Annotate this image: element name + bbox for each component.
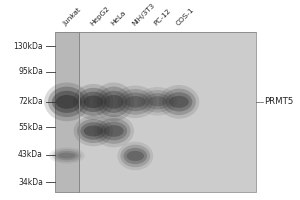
Ellipse shape — [144, 93, 170, 109]
Ellipse shape — [118, 89, 153, 115]
Ellipse shape — [114, 86, 157, 118]
Ellipse shape — [80, 122, 106, 140]
Ellipse shape — [80, 92, 107, 112]
Ellipse shape — [117, 142, 153, 170]
Ellipse shape — [93, 82, 134, 121]
Ellipse shape — [56, 95, 78, 109]
Text: 55kDa: 55kDa — [18, 123, 43, 132]
Ellipse shape — [76, 88, 110, 116]
Ellipse shape — [83, 95, 103, 108]
Ellipse shape — [120, 145, 150, 167]
Text: HeLa: HeLa — [110, 10, 127, 27]
Text: 72kDa: 72kDa — [18, 97, 43, 106]
Ellipse shape — [74, 116, 113, 146]
Ellipse shape — [48, 87, 86, 117]
Text: 130kDa: 130kDa — [13, 42, 43, 51]
Ellipse shape — [49, 147, 85, 164]
Ellipse shape — [52, 149, 82, 162]
Text: 34kDa: 34kDa — [18, 178, 43, 187]
Ellipse shape — [77, 119, 110, 143]
Ellipse shape — [100, 91, 127, 113]
Text: 43kDa: 43kDa — [18, 150, 43, 159]
Text: Junkat: Junkat — [63, 7, 83, 27]
Ellipse shape — [73, 84, 114, 120]
Ellipse shape — [141, 90, 174, 113]
Ellipse shape — [169, 96, 189, 108]
Ellipse shape — [97, 87, 130, 117]
Text: COS-1: COS-1 — [175, 7, 195, 27]
Text: PRMT5: PRMT5 — [264, 97, 294, 106]
Ellipse shape — [97, 118, 130, 144]
Ellipse shape — [127, 151, 144, 161]
Ellipse shape — [166, 92, 192, 111]
Ellipse shape — [148, 96, 167, 106]
Text: NIH/3T3: NIH/3T3 — [131, 2, 156, 27]
Ellipse shape — [44, 82, 89, 121]
Ellipse shape — [124, 148, 147, 164]
Ellipse shape — [104, 125, 124, 137]
Text: HepG2: HepG2 — [89, 5, 111, 27]
Text: 95kDa: 95kDa — [18, 67, 43, 76]
Ellipse shape — [55, 151, 79, 160]
Ellipse shape — [121, 93, 149, 111]
Bar — [55, 32, 80, 192]
Ellipse shape — [52, 91, 82, 113]
Text: PC-12: PC-12 — [153, 8, 172, 27]
Ellipse shape — [159, 85, 199, 119]
Bar — [55, 32, 256, 192]
Ellipse shape — [58, 153, 76, 159]
Ellipse shape — [100, 122, 127, 140]
Ellipse shape — [138, 87, 177, 116]
Ellipse shape — [125, 96, 146, 108]
Ellipse shape — [84, 126, 103, 136]
Ellipse shape — [104, 95, 124, 109]
Ellipse shape — [93, 115, 134, 147]
Ellipse shape — [162, 89, 196, 115]
